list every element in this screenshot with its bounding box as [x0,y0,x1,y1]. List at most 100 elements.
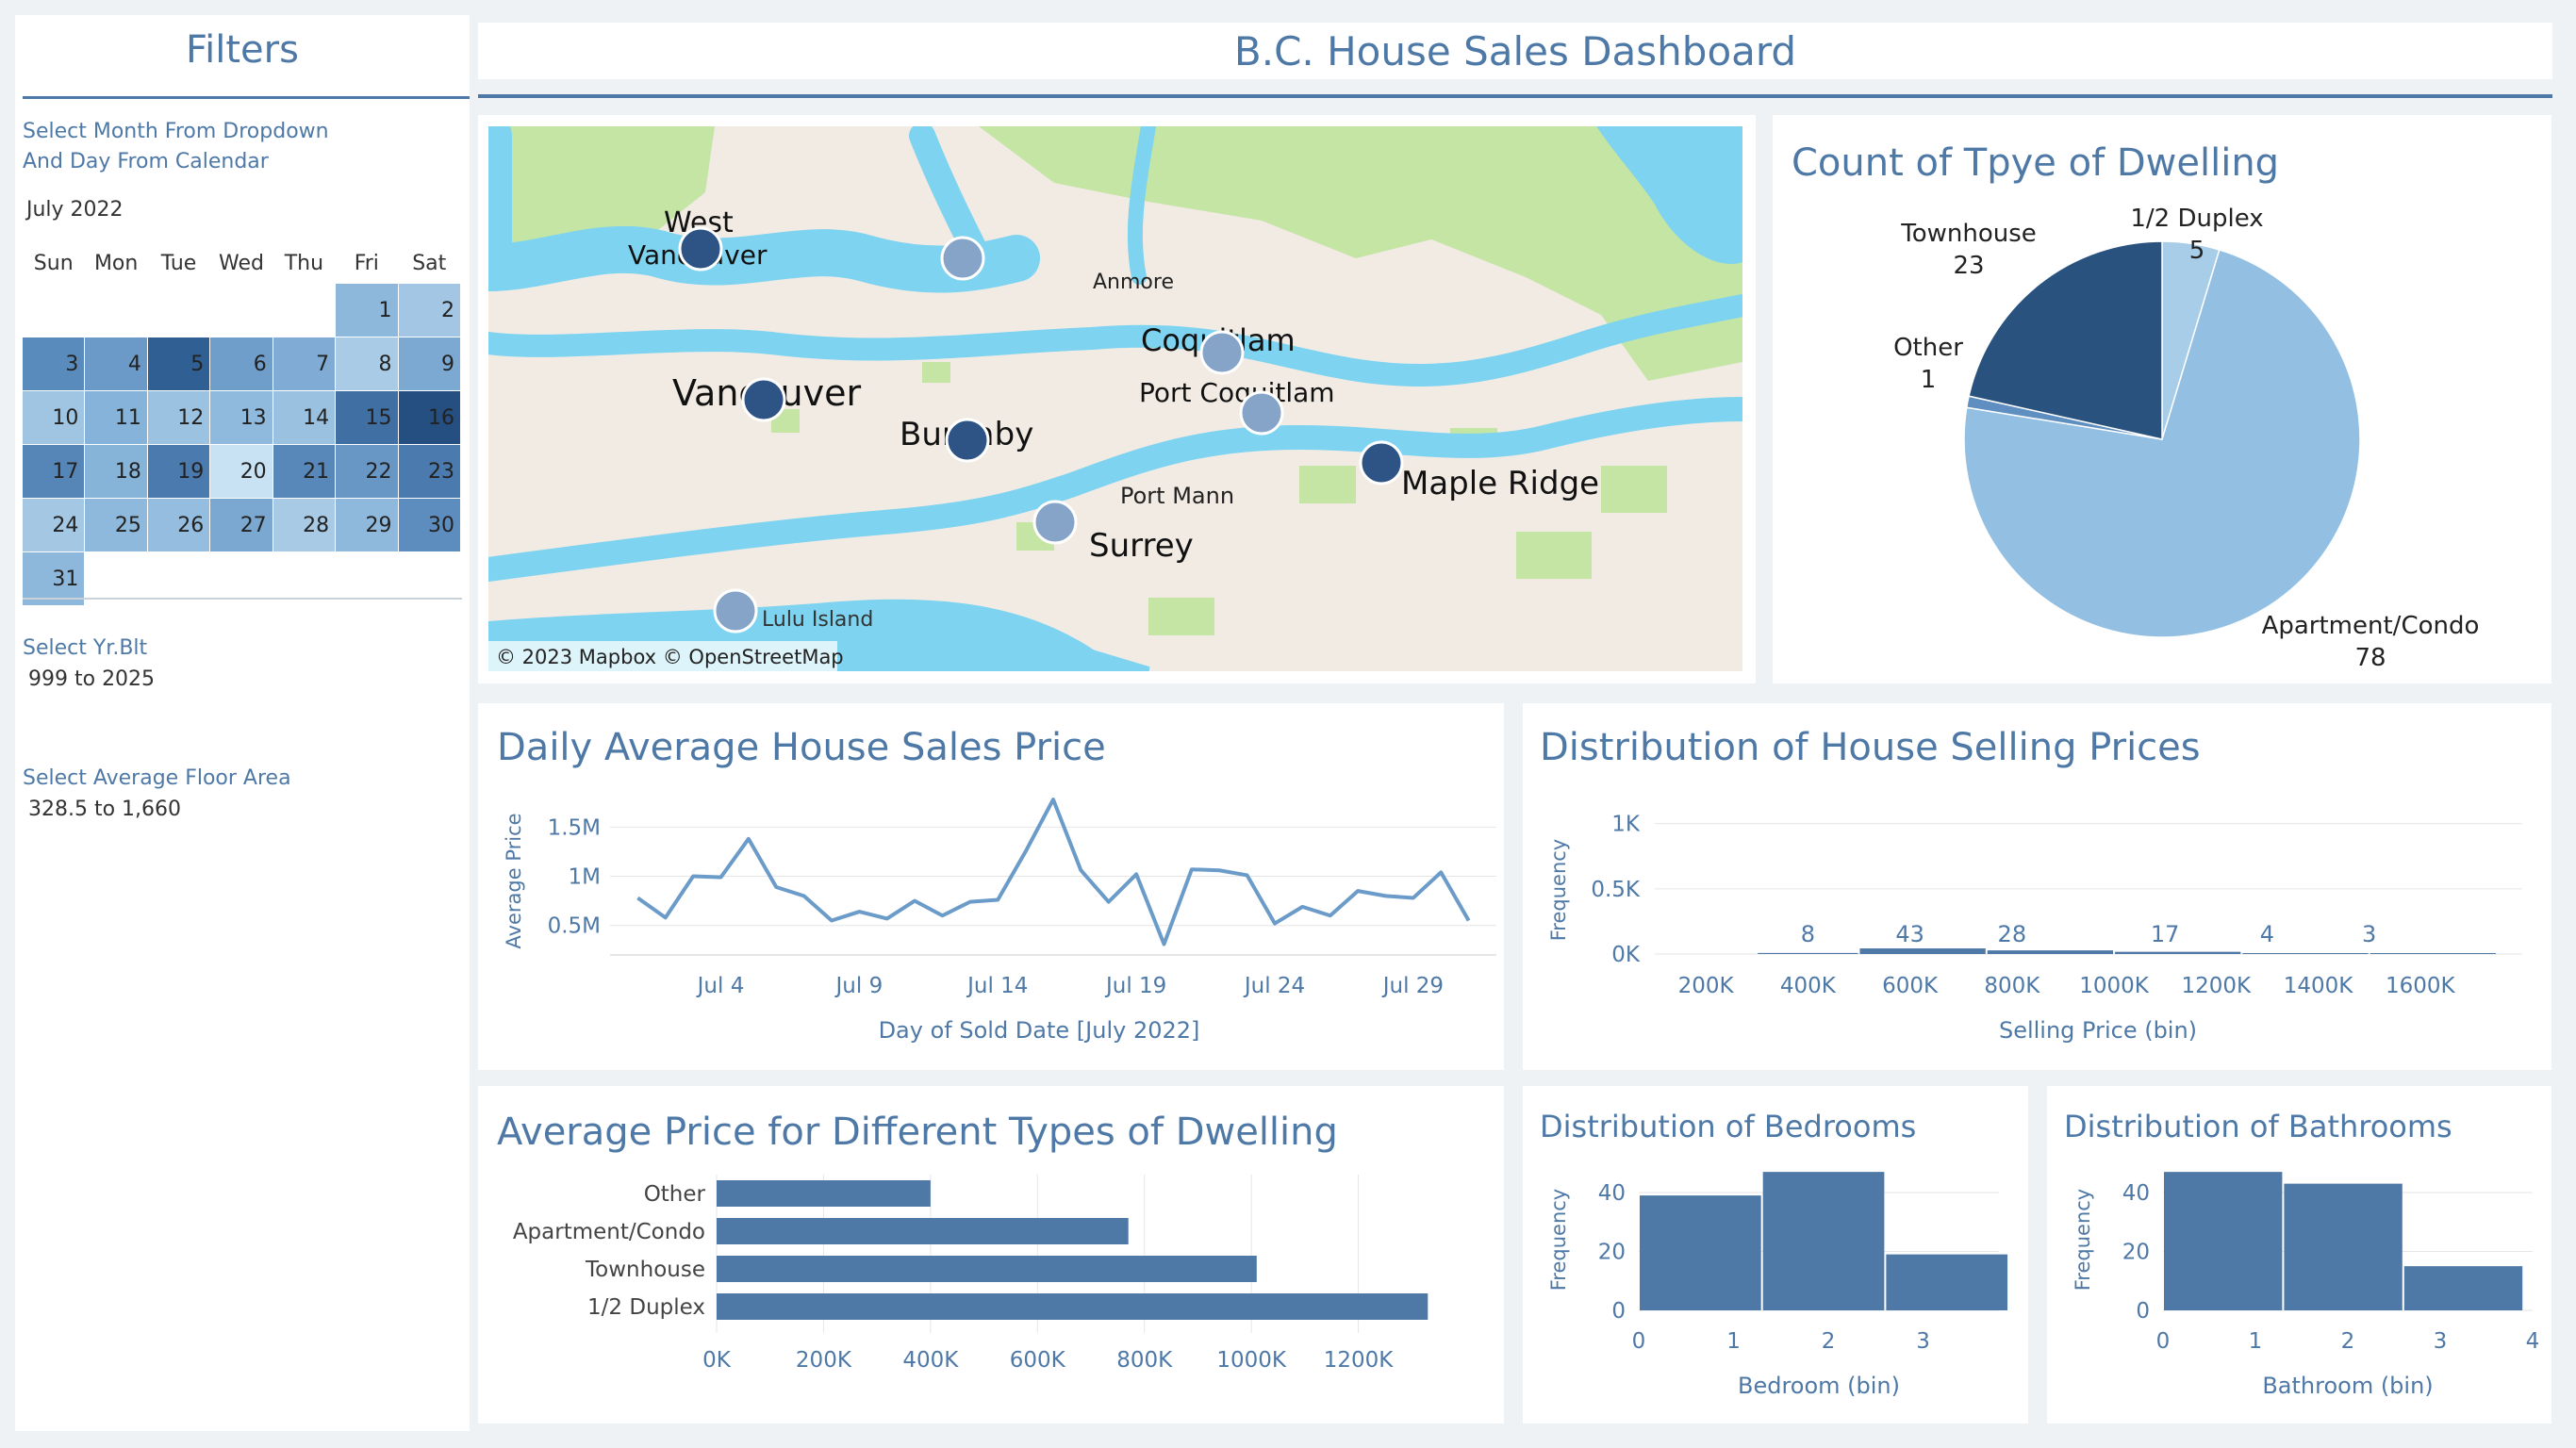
calendar-day-7[interactable]: 7 [272,337,337,391]
month-dropdown[interactable]: July 2022 [26,198,124,222]
hist-bar[interactable] [2242,953,2369,954]
pie-slice[interactable] [1968,240,2163,440]
calendar-day-19[interactable]: 19 [146,444,211,499]
calendar-day-30[interactable]: 30 [397,498,462,552]
small-hist-y-tick: 20 [2122,1241,2150,1265]
line-y-label: Average Price [503,813,525,948]
bedrooms-chart[interactable]: 0 20 40 0 1 2 3 Bedroom (bin) Frequency [1523,1086,2028,1423]
pie-slice-value: 5 [2189,237,2205,265]
daily-price-line-chart[interactable]: 0.5M 1M 1.5M Jul 4 Jul 9 Jul 14 Jul 19 Jul 24 Ju… [478,703,1504,1070]
hist-bar[interactable] [1859,948,1986,954]
month-label-line2: And Day From Calendar [23,150,269,173]
hist-x-tick: 1000K [2079,974,2150,998]
calendar-day-2[interactable]: 2 [397,283,462,337]
hbar-bar[interactable] [717,1293,1428,1320]
small-hist-x-tick: 1 [2249,1329,2263,1354]
hbar-bar[interactable] [717,1256,1257,1282]
hist-x-tick: 1400K [2284,974,2354,998]
calendar-day-28[interactable]: 28 [272,498,337,552]
filters-divider [23,96,470,99]
hist-bar[interactable] [2115,951,2241,954]
avg-price-type-chart[interactable]: 0K 200K 400K 600K 800K 1000K 1200K Other Apartme… [478,1086,1504,1423]
calendar-day-24[interactable]: 24 [21,498,86,552]
small-hist-x-tick: 1 [1726,1329,1741,1354]
pie-slice-value: 1 [1921,366,1937,394]
calendar-day-13[interactable]: 13 [209,390,273,445]
calendar-day-12[interactable]: 12 [146,390,211,445]
map-place-port-mann: Port Mann [1120,483,1234,509]
bathrooms-chart[interactable]: 0 20 40 0 1 2 3 4 Bathroom (bin) Frequency [2047,1086,2551,1423]
calendar-day-5[interactable]: 5 [146,337,211,391]
calendar-day-23[interactable]: 23 [397,444,462,499]
floor-area-range[interactable]: 328.5 to 1,660 [28,798,182,821]
hist-x-tick: 1600K [2386,974,2456,998]
small-hist-bar[interactable] [1762,1172,1885,1310]
map-marker[interactable] [940,236,985,281]
calendar-day-27[interactable]: 27 [209,498,273,552]
calendar-day-16[interactable]: 16 [397,390,462,445]
calendar-day-4[interactable]: 4 [84,337,148,391]
calendar-day-29[interactable]: 29 [335,498,399,552]
calendar-day-18[interactable]: 18 [84,444,148,499]
map-marker[interactable] [678,226,723,272]
calendar-day-17[interactable]: 17 [21,444,86,499]
calendar-day-26[interactable]: 26 [146,498,211,552]
calendar-empty-cell [397,551,462,606]
calendar-day-25[interactable]: 25 [84,498,148,552]
map-place-port-coquitlam: Port Coquitlam [1139,377,1335,408]
calendar-day-15[interactable]: 15 [335,390,399,445]
map-marker[interactable] [741,377,786,422]
small-hist-x-tick: 0 [1632,1329,1646,1354]
small-hist-bar[interactable] [2284,1183,2403,1310]
map-marker[interactable] [1199,330,1245,375]
hbar-x-tick: 600K [1010,1348,1066,1373]
hbar-bar[interactable] [717,1180,931,1207]
map-marker[interactable] [1359,440,1404,485]
calendar-day-22[interactable]: 22 [335,444,399,499]
dashboard-title: B.C. House Sales Dashboard [1233,28,1797,74]
calendar-day-9[interactable]: 9 [397,337,462,391]
hist-bar-label: 4 [2260,921,2274,947]
small-hist-bar[interactable] [1886,1254,2008,1310]
calendar-week-row: 10 11 12 13 14 15 16 [21,390,462,445]
calendar-day-31[interactable]: 31 [21,551,86,606]
calendar-day-21[interactable]: 21 [272,444,337,499]
map-marker[interactable] [713,588,758,634]
calendar-day-20[interactable]: 20 [209,444,273,499]
line-series[interactable] [636,798,1471,946]
yr-built-range[interactable]: 999 to 2025 [28,667,156,691]
pie-slice-label: Apartment/Condo [2262,612,2480,640]
calendar-week-row: 24 25 26 27 28 29 30 [21,498,462,552]
hist-bar[interactable] [1987,950,2114,954]
calendar-day-3[interactable]: 3 [21,337,86,391]
small-hist-bar[interactable] [2164,1172,2283,1310]
calendar-day-8[interactable]: 8 [335,337,399,391]
bathrooms-title: Distribution of Bathrooms [2064,1109,2452,1144]
hist-bar[interactable] [1758,952,1858,954]
calendar-day-14[interactable]: 14 [272,390,337,445]
pie-slice-value: 78 [2354,644,2386,672]
small-hist-bar[interactable] [2403,1266,2523,1310]
calendar-day-10[interactable]: 10 [21,390,86,445]
calendar-day-1[interactable]: 1 [335,283,399,337]
calendar-day-6[interactable]: 6 [209,337,273,391]
calendar-empty-cell [209,283,273,337]
dwelling-count-pie[interactable]: 1/2 Duplex 5 Apartment/Condo 78 Other 1 Townho… [1773,115,2551,683]
map[interactable]: West Vancouver Vancouver Anmore Coquitla… [488,126,1742,671]
pie-slice-value: 23 [1953,252,1984,280]
map-marker[interactable] [1032,500,1078,545]
small-hist-bar[interactable] [1640,1195,1761,1310]
hbar-category-label: Townhouse [585,1258,705,1282]
small-hist-y-tick: 20 [1598,1241,1626,1265]
hist-x-label: Selling Price (bin) [1999,1017,2197,1044]
hbar-bar[interactable] [717,1218,1129,1244]
weekday-tue: Tue [160,251,197,275]
calendar-day-11[interactable]: 11 [84,390,148,445]
small-hist-x-tick: 2 [1822,1329,1836,1354]
map-marker[interactable] [945,418,990,463]
map-marker[interactable] [1239,390,1284,436]
pie-slice[interactable] [1963,249,2361,638]
hist-bar[interactable] [2370,953,2496,954]
